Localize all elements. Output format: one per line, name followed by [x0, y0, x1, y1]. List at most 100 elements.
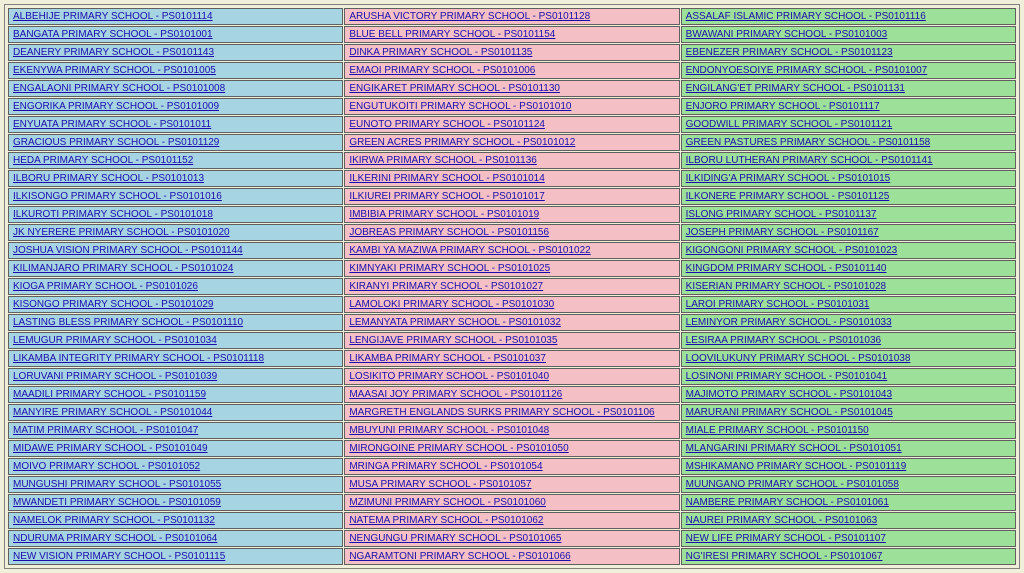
- school-link[interactable]: LIKAMBA INTEGRITY PRIMARY SCHOOL - PS010…: [13, 353, 264, 364]
- school-link[interactable]: ILKERINI PRIMARY SCHOOL - PS0101014: [349, 173, 544, 184]
- school-link[interactable]: LOSINONI PRIMARY SCHOOL - PS0101041: [686, 371, 888, 382]
- school-link[interactable]: MUSA PRIMARY SCHOOL - PS0101057: [349, 479, 531, 490]
- table-cell: ENGILANG'ET PRIMARY SCHOOL - PS0101131: [681, 80, 1016, 97]
- school-link[interactable]: ILBORU LUTHERAN PRIMARY SCHOOL - PS01011…: [686, 155, 933, 166]
- school-link[interactable]: DINKA PRIMARY SCHOOL - PS0101135: [349, 47, 532, 58]
- school-link[interactable]: NEW LIFE PRIMARY SCHOOL - PS0101107: [686, 533, 886, 544]
- school-link[interactable]: NAMELOK PRIMARY SCHOOL - PS0101132: [13, 515, 215, 526]
- school-link[interactable]: ENGUTUKOITI PRIMARY SCHOOL - PS0101010: [349, 101, 571, 112]
- school-link[interactable]: MLANGARINI PRIMARY SCHOOL - PS0101051: [686, 443, 902, 454]
- school-link[interactable]: GRACIOUS PRIMARY SCHOOL - PS0101129: [13, 137, 219, 148]
- school-link[interactable]: KINGDOM PRIMARY SCHOOL - PS0101140: [686, 263, 887, 274]
- school-link[interactable]: EMAOI PRIMARY SCHOOL - PS0101006: [349, 65, 535, 76]
- school-link[interactable]: MSHIKAMANO PRIMARY SCHOOL - PS0101119: [686, 461, 907, 472]
- school-link[interactable]: NDURUMA PRIMARY SCHOOL - PS0101064: [13, 533, 217, 544]
- school-link[interactable]: ILKIDING'A PRIMARY SCHOOL - PS0101015: [686, 173, 891, 184]
- school-link[interactable]: MAADILI PRIMARY SCHOOL - PS0101159: [13, 389, 206, 400]
- school-link[interactable]: LEMANYATA PRIMARY SCHOOL - PS0101032: [349, 317, 561, 328]
- school-link[interactable]: NG'IRESI PRIMARY SCHOOL - PS0101067: [686, 551, 883, 562]
- school-link[interactable]: MATIM PRIMARY SCHOOL - PS0101047: [13, 425, 198, 436]
- school-link[interactable]: ENJORO PRIMARY SCHOOL - PS0101117: [686, 101, 880, 112]
- school-link[interactable]: MIALE PRIMARY SCHOOL - PS0101150: [686, 425, 869, 436]
- school-link[interactable]: ILKIUREI PRIMARY SCHOOL - PS0101017: [349, 191, 544, 202]
- school-link[interactable]: MWANDETI PRIMARY SCHOOL - PS0101059: [13, 497, 221, 508]
- school-link[interactable]: HEDA PRIMARY SCHOOL - PS0101152: [13, 155, 193, 166]
- school-link[interactable]: NENGUNGU PRIMARY SCHOOL - PS0101065: [349, 533, 561, 544]
- school-link[interactable]: ENGIKARET PRIMARY SCHOOL - PS0101130: [349, 83, 560, 94]
- school-link[interactable]: LAROI PRIMARY SCHOOL - PS0101031: [686, 299, 870, 310]
- table-cell: MATIM PRIMARY SCHOOL - PS0101047: [8, 422, 343, 439]
- school-link[interactable]: LEMINYOR PRIMARY SCHOOL - PS0101033: [686, 317, 892, 328]
- school-link[interactable]: GREEN ACRES PRIMARY SCHOOL - PS0101012: [349, 137, 575, 148]
- school-link[interactable]: EBENEZER PRIMARY SCHOOL - PS0101123: [686, 47, 893, 58]
- school-link[interactable]: MANYIRE PRIMARY SCHOOL - PS0101044: [13, 407, 212, 418]
- school-link[interactable]: ENGALAONI PRIMARY SCHOOL - PS0101008: [13, 83, 225, 94]
- school-link[interactable]: JOSHUA VISION PRIMARY SCHOOL - PS0101144: [13, 245, 243, 256]
- school-link[interactable]: MAASAI JOY PRIMARY SCHOOL - PS0101126: [349, 389, 562, 400]
- school-link[interactable]: LASTING BLESS PRIMARY SCHOOL - PS0101110: [13, 317, 243, 328]
- school-link[interactable]: KIOGA PRIMARY SCHOOL - PS0101026: [13, 281, 198, 292]
- school-link[interactable]: KILIMANJARO PRIMARY SCHOOL - PS0101024: [13, 263, 233, 274]
- school-link[interactable]: JOSEPH PRIMARY SCHOOL - PS0101167: [686, 227, 879, 238]
- school-link[interactable]: MUUNGANO PRIMARY SCHOOL - PS0101058: [686, 479, 899, 490]
- school-link[interactable]: ENDONYOESOIYE PRIMARY SCHOOL - PS0101007: [686, 65, 928, 76]
- school-link[interactable]: ASSALAF ISLAMIC PRIMARY SCHOOL - PS01011…: [686, 11, 926, 22]
- school-link[interactable]: KIRANYI PRIMARY SCHOOL - PS0101027: [349, 281, 543, 292]
- school-link[interactable]: MZIMUNI PRIMARY SCHOOL - PS0101060: [349, 497, 546, 508]
- school-link[interactable]: BANGATA PRIMARY SCHOOL - PS0101001: [13, 29, 213, 40]
- school-link[interactable]: LAMOLOKI PRIMARY SCHOOL - PS0101030: [349, 299, 554, 310]
- school-link[interactable]: ISLONG PRIMARY SCHOOL - PS0101137: [686, 209, 877, 220]
- school-link[interactable]: MIRONGOINE PRIMARY SCHOOL - PS0101050: [349, 443, 568, 454]
- school-link[interactable]: EKENYWA PRIMARY SCHOOL - PS0101005: [13, 65, 216, 76]
- school-link[interactable]: ENGILANG'ET PRIMARY SCHOOL - PS0101131: [686, 83, 905, 94]
- school-link[interactable]: GREEN PASTURES PRIMARY SCHOOL - PS010115…: [686, 137, 931, 148]
- school-link[interactable]: NAMBERE PRIMARY SCHOOL - PS0101061: [686, 497, 889, 508]
- school-link[interactable]: LOSIKITO PRIMARY SCHOOL - PS0101040: [349, 371, 549, 382]
- school-link[interactable]: LOOVILUKUNY PRIMARY SCHOOL - PS0101038: [686, 353, 911, 364]
- school-link[interactable]: NGARAMTONI PRIMARY SCHOOL - PS0101066: [349, 551, 570, 562]
- school-link[interactable]: KAMBI YA MAZIWA PRIMARY SCHOOL - PS01010…: [349, 245, 590, 256]
- school-link[interactable]: IKIRWA PRIMARY SCHOOL - PS0101136: [349, 155, 537, 166]
- school-link[interactable]: KIGONGONI PRIMARY SCHOOL - PS0101023: [686, 245, 898, 256]
- school-link[interactable]: LESIRAA PRIMARY SCHOOL - PS0101036: [686, 335, 881, 346]
- school-link[interactable]: ILKUROTI PRIMARY SCHOOL - PS0101018: [13, 209, 213, 220]
- school-link[interactable]: LIKAMBA PRIMARY SCHOOL - PS0101037: [349, 353, 546, 364]
- school-link[interactable]: BLUE BELL PRIMARY SCHOOL - PS0101154: [349, 29, 555, 40]
- school-link[interactable]: NATEMA PRIMARY SCHOOL - PS0101062: [349, 515, 543, 526]
- school-link[interactable]: KIMNYAKI PRIMARY SCHOOL - PS0101025: [349, 263, 550, 274]
- school-link[interactable]: DEANERY PRIMARY SCHOOL - PS0101143: [13, 47, 214, 58]
- school-link[interactable]: ENYUATA PRIMARY SCHOOL - PS0101011: [13, 119, 211, 130]
- table-row: ENGORIKA PRIMARY SCHOOL - PS0101009 ENGUT…: [8, 98, 1016, 115]
- school-link[interactable]: MIDAWE PRIMARY SCHOOL - PS0101049: [13, 443, 208, 454]
- school-link[interactable]: MAJIMOTO PRIMARY SCHOOL - PS0101043: [686, 389, 892, 400]
- school-link[interactable]: JK NYERERE PRIMARY SCHOOL - PS0101020: [13, 227, 230, 238]
- school-link[interactable]: ALBEHIJE PRIMARY SCHOOL - PS0101114: [13, 11, 213, 22]
- school-link[interactable]: MRINGA PRIMARY SCHOOL - PS0101054: [349, 461, 542, 472]
- school-link[interactable]: KISONGO PRIMARY SCHOOL - PS0101029: [13, 299, 213, 310]
- table-cell: NAMELOK PRIMARY SCHOOL - PS0101132: [8, 512, 343, 529]
- table-cell: MARURANI PRIMARY SCHOOL - PS0101045: [681, 404, 1016, 421]
- school-link[interactable]: LEMUGUR PRIMARY SCHOOL - PS0101034: [13, 335, 217, 346]
- school-link[interactable]: ILKONERE PRIMARY SCHOOL - PS0101125: [686, 191, 890, 202]
- school-link[interactable]: LORUVANI PRIMARY SCHOOL - PS0101039: [13, 371, 217, 382]
- school-link[interactable]: ILKISONGO PRIMARY SCHOOL - PS0101016: [13, 191, 222, 202]
- school-link[interactable]: MUNGUSHI PRIMARY SCHOOL - PS0101055: [13, 479, 221, 490]
- table-cell: ENJORO PRIMARY SCHOOL - PS0101117: [681, 98, 1016, 115]
- school-link[interactable]: JOBREAS PRIMARY SCHOOL - PS0101156: [349, 227, 549, 238]
- school-link[interactable]: LENGIJAVE PRIMARY SCHOOL - PS0101035: [349, 335, 557, 346]
- school-link[interactable]: GOODWILL PRIMARY SCHOOL - PS0101121: [686, 119, 893, 130]
- school-link[interactable]: IMBIBIA PRIMARY SCHOOL - PS0101019: [349, 209, 539, 220]
- school-link[interactable]: NAUREI PRIMARY SCHOOL - PS0101063: [686, 515, 878, 526]
- table-cell: ALBEHIJE PRIMARY SCHOOL - PS0101114: [8, 8, 343, 25]
- school-link[interactable]: ARUSHA VICTORY PRIMARY SCHOOL - PS010112…: [349, 11, 590, 22]
- school-link[interactable]: ILBORU PRIMARY SCHOOL - PS0101013: [13, 173, 204, 184]
- school-link[interactable]: MOIVO PRIMARY SCHOOL - PS0101052: [13, 461, 200, 472]
- school-link[interactable]: MBUYUNI PRIMARY SCHOOL - PS0101048: [349, 425, 549, 436]
- school-link[interactable]: NEW VISION PRIMARY SCHOOL - PS0101115: [13, 551, 225, 562]
- school-link[interactable]: MARGRETH ENGLANDS SURKS PRIMARY SCHOOL -…: [349, 407, 654, 418]
- school-link[interactable]: KISERIAN PRIMARY SCHOOL - PS0101028: [686, 281, 886, 292]
- school-link[interactable]: ENGORIKA PRIMARY SCHOOL - PS0101009: [13, 101, 219, 112]
- school-link[interactable]: MARURANI PRIMARY SCHOOL - PS0101045: [686, 407, 893, 418]
- school-link[interactable]: BWAWANI PRIMARY SCHOOL - PS0101003: [686, 29, 888, 40]
- school-link[interactable]: EUNOTO PRIMARY SCHOOL - PS0101124: [349, 119, 545, 130]
